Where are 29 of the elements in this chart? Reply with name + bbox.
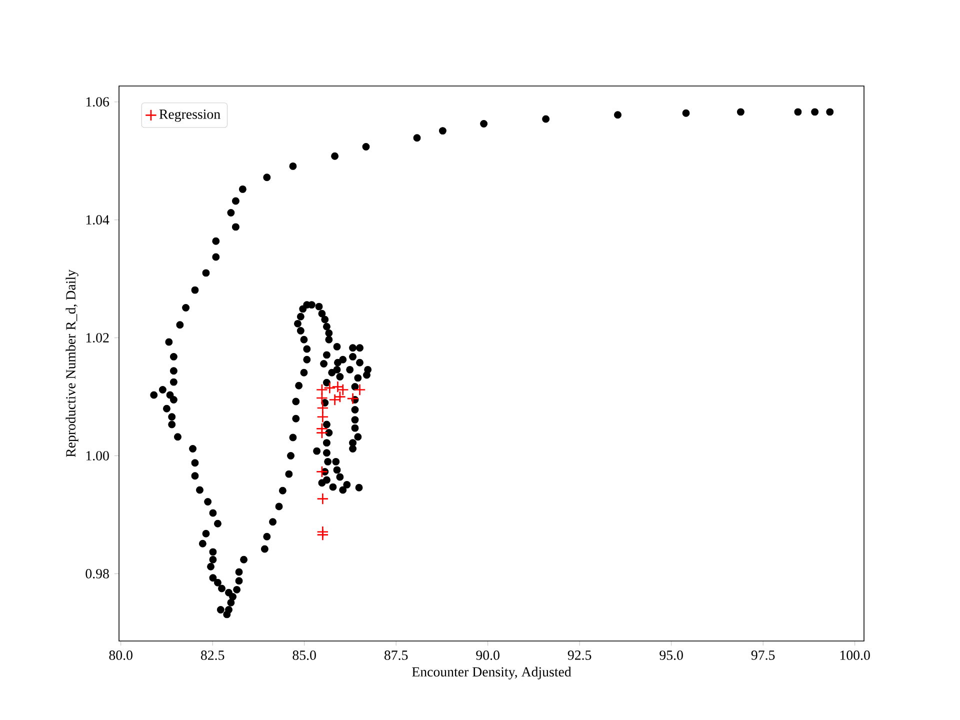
point: [316, 426, 328, 439]
point: [334, 390, 346, 403]
x-tick-label: 97.5: [751, 650, 775, 660]
y-axis-title: Reproductive Number R_d, Daily: [66, 270, 78, 458]
x-tick-label: 90.0: [476, 650, 500, 660]
y-tick-label: 0.98: [86, 569, 109, 578]
x-tick-label: 85.0: [292, 650, 316, 660]
x-tick-label: 80.0: [109, 650, 132, 660]
point: [316, 466, 328, 478]
point: [316, 410, 329, 423]
x-tick-label: 100.0: [840, 650, 870, 660]
legend-label: Regression: [159, 110, 220, 122]
point: [328, 394, 341, 406]
point: [316, 528, 329, 541]
point: [354, 384, 366, 396]
point: [346, 392, 359, 405]
point: [316, 402, 329, 414]
x-axis-title: Encounter Density, Adjusted: [412, 666, 572, 680]
y-tick-label: 1.02: [86, 333, 109, 343]
x-tick-label: 95.0: [660, 650, 683, 660]
y-tick-label: 1.06: [86, 97, 110, 107]
y-tick-label: 1.04: [86, 215, 110, 225]
point: [316, 392, 328, 404]
point: [324, 382, 336, 394]
x-tick-label: 87.5: [384, 650, 408, 660]
y-tick-label: 1.00: [86, 451, 109, 460]
point: [316, 492, 329, 505]
x-tick-label: 82.5: [200, 650, 224, 660]
x-tick-label: 92.5: [568, 650, 592, 660]
